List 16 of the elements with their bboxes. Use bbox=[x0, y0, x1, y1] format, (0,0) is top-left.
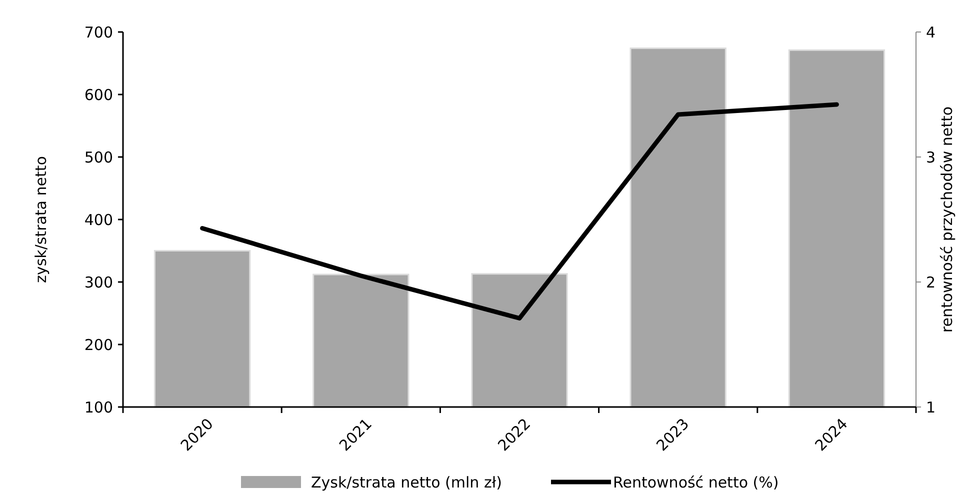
legend-label: Rentowność netto (%) bbox=[613, 473, 779, 492]
y2-axis-title: rentowność przychodów netto bbox=[938, 106, 956, 333]
line-series bbox=[200, 102, 839, 320]
y2-tick-label: 2 bbox=[926, 273, 936, 292]
y-axis-title: zysk/strata netto bbox=[32, 156, 50, 283]
y-tick-label: 200 bbox=[84, 336, 113, 354]
y-tick-label: 300 bbox=[84, 273, 113, 292]
y2-tick-label: 1 bbox=[926, 398, 936, 416]
y-tick-label: 700 bbox=[84, 23, 113, 42]
legend-label: Zysk/strata netto (mln zł) bbox=[311, 473, 502, 492]
y2-tick-label: 3 bbox=[926, 148, 936, 166]
y-tick-label: 500 bbox=[84, 148, 113, 166]
y-tick-label: 600 bbox=[84, 86, 113, 104]
y2-tick-label: 4 bbox=[926, 23, 936, 42]
y-tick-label: 400 bbox=[84, 210, 113, 229]
y-tick-label: 100 bbox=[84, 398, 113, 416]
